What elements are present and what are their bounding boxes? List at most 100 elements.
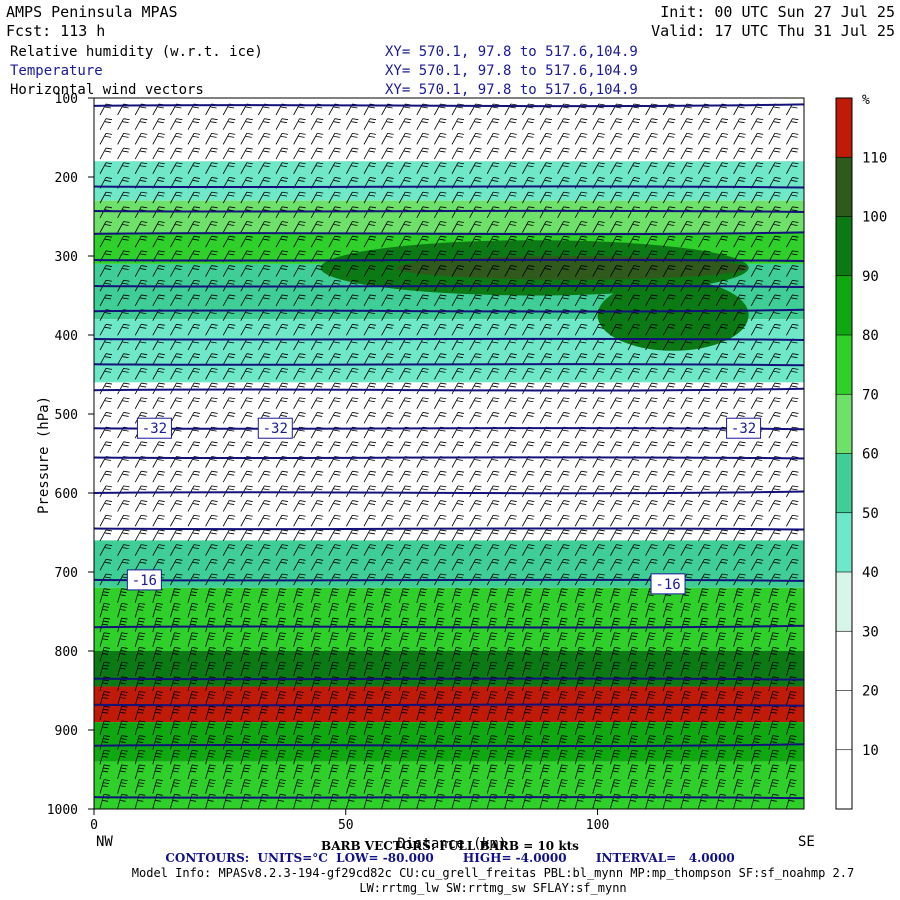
wind-barb (680, 588, 691, 603)
wind-barb (434, 235, 447, 248)
wind-barb (539, 367, 553, 380)
wind-barb (469, 558, 482, 571)
wind-barb (592, 558, 605, 571)
wind-barb (170, 749, 181, 765)
wind-barb (398, 779, 410, 794)
wind-barb (416, 676, 427, 691)
wind-barb (698, 118, 711, 130)
wind-barb (522, 118, 535, 130)
wind-barb (610, 485, 623, 498)
wind-barb (662, 720, 674, 735)
wind-barb (486, 294, 500, 307)
wind-barb (469, 235, 482, 248)
wind-barb (557, 514, 570, 527)
wind-barb (522, 529, 535, 542)
wind-barb (187, 221, 201, 233)
wind-barb (416, 485, 429, 498)
wind-barb (592, 162, 605, 174)
wind-barb (222, 191, 236, 204)
wind-barb (398, 691, 410, 706)
wind-barb (363, 191, 377, 204)
wind-barb (381, 720, 392, 735)
wind-barb (662, 367, 676, 380)
wind-barb (469, 500, 482, 512)
wind-barb (715, 676, 727, 691)
wind-barb (715, 118, 729, 130)
wind-barb (134, 691, 146, 706)
wind-barb (117, 191, 130, 204)
wind-barb (680, 691, 691, 706)
y-tick-label: 400 (55, 329, 78, 344)
wind-barb (469, 544, 482, 556)
wind-barb (750, 221, 764, 233)
colorbar-segment (836, 394, 852, 454)
wind-barb (187, 162, 201, 174)
wind-barb (275, 397, 289, 409)
wind-barb (240, 588, 251, 603)
wind-barb (592, 382, 605, 395)
wind-barb (117, 764, 128, 780)
wind-barb (750, 500, 764, 512)
wind-barb (187, 470, 201, 483)
wind-barb (398, 412, 412, 424)
wind-barb (733, 544, 746, 556)
wind-barb (469, 749, 480, 765)
wind-barb (310, 397, 324, 409)
wind-barb (275, 294, 289, 307)
wind-barb (117, 544, 130, 556)
wind-barb (310, 705, 322, 721)
wind-barb (539, 265, 553, 277)
wind-barb (486, 382, 500, 395)
wind-barb (539, 749, 551, 765)
wind-barb (698, 485, 711, 498)
wind-barb (469, 793, 480, 809)
wind-barb (451, 382, 465, 395)
wind-barb (786, 221, 799, 233)
wind-barb (486, 323, 500, 336)
wind-barb (504, 514, 517, 527)
wind-barb (486, 661, 498, 677)
wind-barb (117, 793, 128, 809)
wind-barb (504, 397, 517, 409)
wind-barb (293, 221, 306, 233)
x-tick-label: 100 (586, 818, 609, 833)
wind-barb (134, 529, 148, 542)
wind-barb (363, 676, 375, 691)
wind-barb (574, 367, 588, 380)
wind-barb (346, 647, 357, 662)
wind-barb (469, 485, 482, 498)
temperature-contour (94, 308, 804, 313)
wind-barb (451, 470, 465, 483)
wind-barb (592, 265, 605, 277)
rh-region (597, 279, 749, 351)
wind-barb (222, 514, 236, 527)
wind-barb (381, 367, 394, 380)
wind-barb (627, 118, 641, 130)
wind-barb (522, 749, 533, 765)
wind-barb (134, 514, 148, 527)
wind-barb (187, 779, 199, 794)
wind-barb (152, 353, 165, 365)
wind-barb (328, 647, 339, 662)
wind-barb (293, 323, 306, 336)
wind-barb (134, 602, 146, 618)
wind-barb (522, 602, 533, 618)
wind-barb (205, 676, 216, 691)
rh-layer (94, 722, 804, 762)
wind-barb (662, 221, 676, 233)
wind-barb (733, 705, 744, 721)
wind-barb (152, 162, 165, 174)
wind-barb (328, 588, 339, 603)
wind-barb (205, 500, 218, 512)
wind-barb (363, 294, 377, 307)
wind-barb (680, 485, 693, 498)
wind-barb (275, 588, 287, 603)
wind-barb (539, 793, 551, 809)
wind-barb (346, 323, 359, 336)
wind-barb (328, 412, 341, 424)
wind-barb (557, 632, 568, 647)
wind-barb (293, 661, 304, 677)
wind-barb (522, 367, 535, 380)
wind-barb (750, 705, 762, 721)
wind-barb (574, 661, 586, 677)
